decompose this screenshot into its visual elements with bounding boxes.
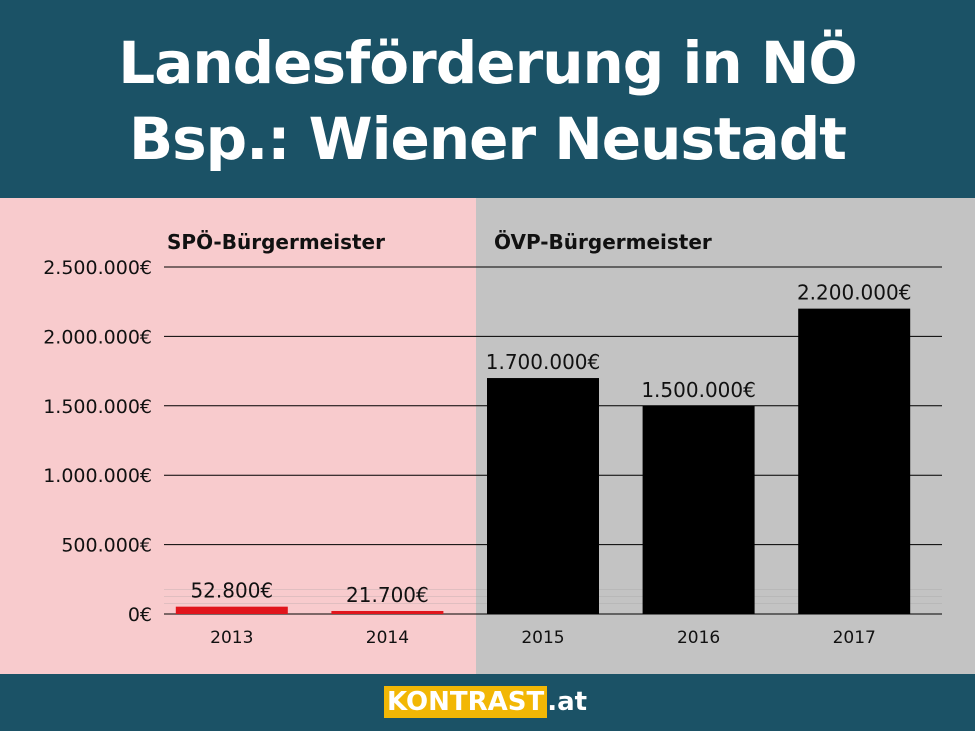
- title-line-1: Landesförderung in NÖ: [118, 29, 857, 97]
- y-tick-label: 2.000.000€: [43, 326, 152, 348]
- title-line-2: Bsp.: Wiener Neustadt: [128, 105, 847, 173]
- x-tick-label: 2013: [210, 628, 253, 648]
- bar-value-label: 1.700.000€: [486, 350, 601, 374]
- brand-name: KONTRAST: [384, 686, 548, 718]
- bar-value-label: 52.800€: [190, 579, 273, 603]
- y-tick-label: 1.500.000€: [43, 396, 152, 418]
- group-label-spo: SPÖ-Bürgermeister: [167, 230, 385, 254]
- header: Landesförderung in NÖ Bsp.: Wiener Neust…: [0, 0, 975, 198]
- x-tick-label: 2014: [366, 628, 409, 648]
- group-label-ovp: ÖVP-Bürgermeister: [494, 230, 712, 254]
- bar-value-label: 1.500.000€: [641, 378, 756, 402]
- bar: [487, 378, 599, 614]
- y-tick-label: 2.500.000€: [43, 257, 152, 279]
- brand-suffix: .at: [547, 687, 588, 717]
- bar-value-label: 2.200.000€: [797, 281, 912, 305]
- y-tick-label: 0€: [128, 604, 152, 626]
- y-tick-label: 500.000€: [61, 535, 152, 557]
- bar: [798, 308, 911, 614]
- x-tick-label: 2016: [677, 628, 720, 648]
- brand-logo: KONTRAST .at: [384, 686, 587, 718]
- y-tick-label: 1.000.000€: [43, 465, 152, 487]
- bar: [175, 606, 288, 614]
- bar: [642, 405, 755, 614]
- x-tick-label: 2015: [521, 628, 564, 648]
- x-tick-label: 2017: [833, 628, 876, 648]
- bar-value-label: 21.700€: [346, 583, 429, 607]
- spo-period-background: [0, 198, 476, 674]
- bar: [331, 610, 444, 614]
